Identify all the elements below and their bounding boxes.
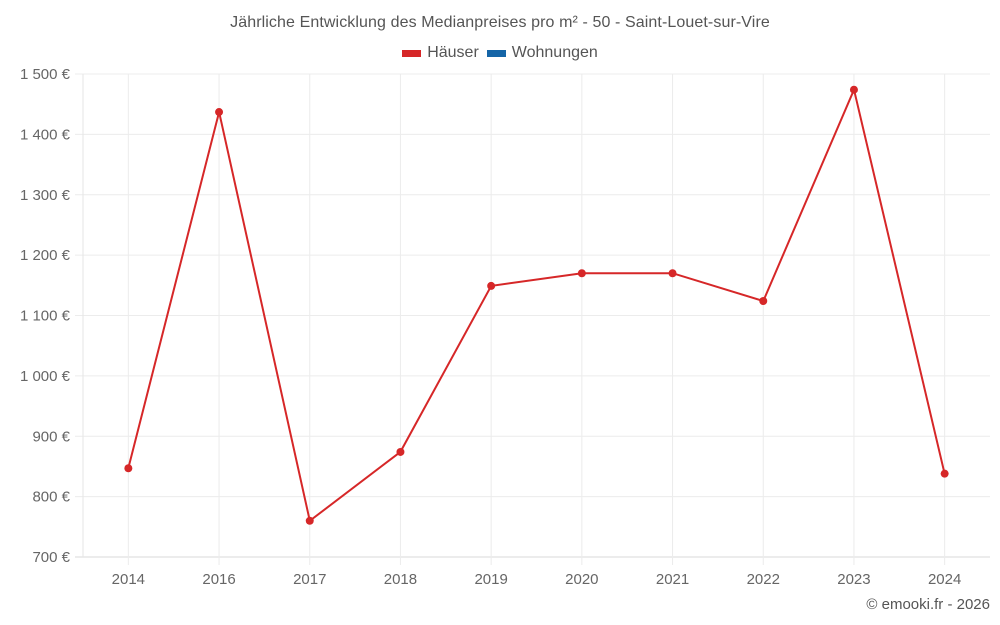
data-point[interactable] [396, 447, 405, 456]
y-tick-label: 1 400 € [20, 126, 71, 143]
y-axis: 700 € 800 € 900 € 1 000 € 1 100 € 1 200 € 1 30… [20, 66, 71, 566]
data-point[interactable] [668, 269, 677, 278]
legend-label-wohnungen: Wohnungen [511, 44, 598, 61]
y-tick-label: 1 500 € [20, 66, 71, 83]
series-line [127, 86, 946, 523]
data-point[interactable] [215, 108, 224, 117]
y-tick-label: 900 € [32, 428, 70, 445]
x-tick-label: 2024 [928, 571, 961, 588]
legend-label-haeuser: Häuser [427, 44, 479, 61]
x-tick-label: 2019 [474, 571, 507, 588]
y-tick-label: 1 200 € [20, 247, 71, 264]
data-point[interactable] [577, 269, 586, 278]
x-tick-label: 2018 [384, 571, 417, 588]
data-point[interactable] [487, 281, 496, 290]
y-tick-label: 700 € [32, 549, 70, 566]
y-tick-label: 1 000 € [20, 368, 71, 385]
grid-lines [75, 73, 990, 565]
x-tick-label: 2023 [837, 571, 870, 588]
y-tick-label: 1 300 € [20, 187, 71, 204]
chart-legend: Häuser Wohnungen [0, 44, 1000, 62]
x-tick-label: 2022 [747, 571, 780, 588]
legend-swatch-wohnungen [486, 49, 506, 57]
y-tick-label: 1 100 € [20, 308, 71, 325]
x-tick-label: 2016 [202, 571, 235, 588]
data-point[interactable] [940, 469, 949, 478]
x-tick-label: 2020 [565, 571, 598, 588]
series-haeuser [124, 85, 949, 525]
data-point[interactable] [759, 297, 768, 306]
y-tick-label: 800 € [32, 489, 70, 506]
legend-swatch-haeuser [402, 49, 422, 57]
chart-title: Jährliche Entwicklung des Medianpreises … [230, 14, 770, 31]
data-point[interactable] [849, 85, 858, 94]
x-axis: 2014 2016 2017 2018 2019 2020 2021 2022 2023 2024 [112, 571, 962, 588]
legend-item-haeuser[interactable]: Häuser [402, 44, 479, 62]
x-tick-label: 2014 [112, 571, 145, 588]
legend-item-wohnungen[interactable]: Wohnungen [486, 44, 598, 62]
data-point[interactable] [305, 516, 314, 525]
copyright-credit: © emooki.fr - 2026 [866, 596, 990, 613]
x-tick-label: 2021 [656, 571, 689, 588]
data-point[interactable] [124, 464, 133, 473]
x-tick-label: 2017 [293, 571, 326, 588]
